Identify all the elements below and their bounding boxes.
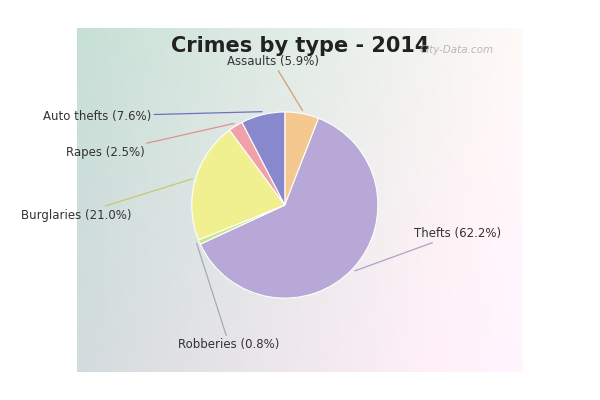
Text: City-Data.com: City-Data.com: [420, 45, 494, 55]
Text: Rapes (2.5%): Rapes (2.5%): [67, 124, 234, 159]
Wedge shape: [200, 118, 378, 298]
Text: Auto thefts (7.6%): Auto thefts (7.6%): [43, 110, 262, 122]
Wedge shape: [242, 112, 285, 205]
Text: Thefts (62.2%): Thefts (62.2%): [355, 227, 502, 271]
Text: Burglaries (21.0%): Burglaries (21.0%): [20, 179, 193, 222]
Text: Assaults (5.9%): Assaults (5.9%): [227, 55, 319, 110]
Text: Crimes by type - 2014: Crimes by type - 2014: [171, 36, 429, 56]
Wedge shape: [192, 130, 285, 240]
Wedge shape: [285, 112, 319, 205]
Wedge shape: [230, 122, 285, 205]
Wedge shape: [199, 205, 285, 244]
Text: Robberies (0.8%): Robberies (0.8%): [178, 243, 280, 351]
